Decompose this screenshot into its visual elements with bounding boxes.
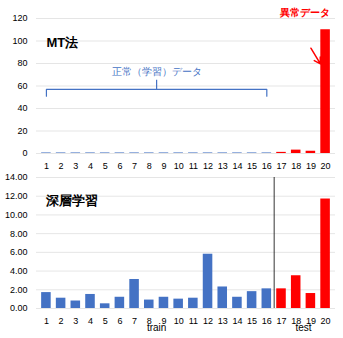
svg-text:120: 120 [12,13,27,23]
svg-text:正常（学習）データ: 正常（学習）データ [112,66,202,77]
svg-text:13: 13 [218,161,228,169]
svg-text:9: 9 [161,161,166,169]
svg-text:2: 2 [59,161,64,169]
svg-text:20: 20 [321,316,331,326]
svg-text:8: 8 [147,161,152,169]
svg-text:4: 4 [88,316,93,326]
svg-text:10: 10 [174,161,184,169]
svg-text:3: 3 [73,316,78,326]
svg-text:0: 0 [22,148,27,158]
svg-text:10: 10 [174,316,184,326]
svg-text:5: 5 [103,161,108,169]
svg-text:2.00: 2.00 [10,285,28,295]
svg-text:深層学習: 深層学習 [45,193,98,208]
svg-text:0.00: 0.00 [10,303,28,313]
svg-text:15: 15 [247,316,257,326]
svg-text:16: 16 [262,161,272,169]
svg-text:17: 17 [276,316,286,326]
svg-text:18: 18 [291,161,301,169]
svg-text:14: 14 [232,161,242,169]
svg-text:11: 11 [189,161,198,169]
svg-text:20: 20 [321,161,331,169]
svg-text:12: 12 [203,316,213,326]
svg-text:15: 15 [247,161,257,169]
svg-text:2: 2 [59,316,64,326]
svg-text:16: 16 [262,316,272,326]
svg-text:train: train [147,322,166,333]
svg-text:6.00: 6.00 [10,247,28,257]
svg-text:19: 19 [306,161,316,169]
svg-text:11: 11 [189,316,198,326]
svg-text:6: 6 [117,316,122,326]
svg-text:4: 4 [88,161,93,169]
svg-text:14: 14 [232,316,242,326]
svg-text:1: 1 [44,161,49,169]
svg-text:test: test [295,322,311,333]
svg-text:12: 12 [203,161,213,169]
svg-text:MT法: MT法 [46,35,78,50]
svg-text:異常データ: 異常データ [279,7,330,18]
svg-text:8.00: 8.00 [10,229,28,239]
svg-text:100: 100 [12,36,27,46]
svg-text:10.00: 10.00 [5,210,28,220]
svg-text:60: 60 [17,81,27,91]
svg-text:13: 13 [218,316,228,326]
svg-text:12.00: 12.00 [5,191,28,201]
svg-text:1: 1 [44,316,49,326]
svg-text:5: 5 [103,316,108,326]
svg-text:40: 40 [17,103,27,113]
svg-text:14.00: 14.00 [5,172,28,182]
svg-text:80: 80 [17,58,27,68]
svg-text:7: 7 [132,161,137,169]
svg-text:6: 6 [117,161,122,169]
svg-text:7: 7 [132,316,137,326]
svg-text:4.00: 4.00 [10,266,28,276]
svg-text:3: 3 [73,161,78,169]
svg-text:20: 20 [17,126,27,136]
svg-text:17: 17 [276,161,286,169]
